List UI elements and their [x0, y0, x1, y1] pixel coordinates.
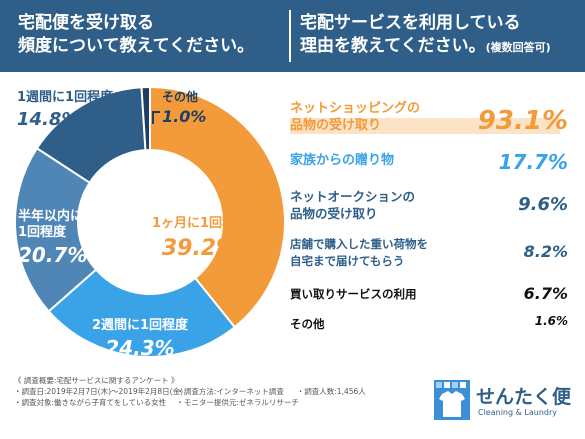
survey-footer: 《 調査概要:宅配サービスに関するアンケート 》 ・調査日:2019年2月7日(… — [14, 375, 414, 408]
slice-label-3-line-2: 1回程度 — [18, 224, 67, 240]
slice-value-2: 24.3% — [105, 336, 174, 360]
survey-row-2: ・調査対象:働きながら子育てをしている女性 ・モニター提供元:ゼネラルリサーチ — [14, 397, 414, 408]
frequency-title-line2: 頻度について教えてください。 — [18, 36, 255, 56]
reason-label-6-line-1: その他 — [290, 317, 325, 331]
reason-value-1: 93.1% — [477, 106, 568, 136]
reason-label-4-line-2: 自宅まで届けてもらう — [290, 254, 405, 268]
survey-monitor: ・モニター提供元:ゼネラルリサーチ — [176, 398, 299, 407]
other-leader-line — [152, 111, 160, 124]
donut-slice-5 — [140, 85, 151, 152]
donut-slice-1 — [149, 85, 286, 329]
slice-value-5: 1.0% — [162, 107, 206, 126]
reason-title-line1: 宅配サービスを利用している — [300, 13, 521, 33]
header-divider — [289, 10, 291, 62]
survey-count: ・調査人数:1,456人 — [296, 387, 366, 396]
donut-slice-3 — [14, 146, 98, 313]
reason-value-5: 6.7% — [523, 284, 568, 303]
reason-label-6: その他 — [290, 316, 325, 333]
slice-value-4: 14.8% — [17, 109, 79, 130]
reason-title-line2-wrap: 理由を教えてください。(複数回答可) — [300, 35, 582, 59]
reason-label-2: 家族からの贈り物 — [290, 152, 394, 169]
reason-value-2: 17.7% — [498, 150, 568, 174]
shirt-logo-icon — [434, 380, 470, 420]
brand-logo: せんたく便 Cleaning & Laundry — [434, 380, 574, 424]
multiple-answers-note: (複数回答可) — [485, 41, 551, 54]
brand-tagline: Cleaning & Laundry — [478, 408, 557, 417]
reason-label-1: ネットショッピングの 品物の受け取り — [290, 100, 420, 134]
donut-slice-2 — [47, 268, 237, 358]
slice-value-1: 39.2% — [162, 236, 238, 261]
frequency-title-line1: 宅配便を受け取る — [18, 13, 154, 33]
slice-label-2-line-1: 2週間に1回程度 — [92, 317, 189, 333]
survey-target: ・調査対象:働きながら子育てをしている女性 — [14, 398, 167, 407]
header-band: 宅配便を受け取る 頻度について教えてください。 宅配サービスを利用している 理由… — [0, 0, 585, 72]
reason-label-4: 店舗で購入した重い荷物を 自宅まで届けてもらう — [290, 236, 428, 270]
brand-name: せんたく便 — [476, 386, 572, 408]
reason-question-title: 宅配サービスを利用している 理由を教えてください。(複数回答可) — [300, 12, 582, 59]
reason-label-5: 買い取りサービスの利用 — [290, 286, 417, 303]
reason-label-3-line-1: ネットオークションの — [290, 189, 416, 204]
survey-row-1: ・調査日:2019年2月7日(木)〜2019年2月8日(金) ・調査方法:インタ… — [14, 386, 414, 397]
reason-label-1-line-1: ネットショッピングの — [290, 101, 421, 116]
reason-label-3: ネットオークションの 品物の受け取り — [290, 188, 415, 222]
frequency-question-title: 宅配便を受け取る 頻度について教えてください。 — [18, 12, 288, 58]
reason-value-4: 8.2% — [523, 242, 568, 261]
slice-value-3: 20.7% — [18, 243, 87, 267]
reason-label-4-line-1: 店舗で購入した重い荷物を — [290, 237, 428, 251]
reason-label-2-line-1: 家族からの贈り物 — [290, 153, 395, 168]
reason-value-6: 1.6% — [534, 314, 568, 328]
reason-title-line2: 理由を教えてください。 — [300, 36, 486, 56]
survey-method: ・調査方法:インターネット調査 — [176, 387, 284, 396]
reason-label-3-line-2: 品物の受け取り — [290, 206, 378, 221]
slice-label-3-line-1: 半年以内に — [18, 208, 83, 224]
reason-label-5-line-1: 買い取りサービスの利用 — [290, 287, 417, 301]
reason-value-3: 9.6% — [518, 194, 568, 215]
survey-summary-title: 《 調査概要:宅配サービスに関するアンケート 》 — [14, 376, 179, 385]
slice-label-4-line-1: 1週間に1回程度 — [17, 89, 114, 105]
highlight-bar — [290, 118, 560, 134]
survey-date: ・調査日:2019年2月7日(木)〜2019年2月8日(金) — [14, 387, 183, 396]
slice-label-1-line-1: 1ヶ月に1回程度 — [152, 215, 249, 231]
shirt-logo-graphic — [436, 382, 466, 417]
slice-label-5-line-1: その他 — [162, 89, 198, 104]
reason-label-1-line-2: 品物の受け取り — [290, 118, 382, 133]
